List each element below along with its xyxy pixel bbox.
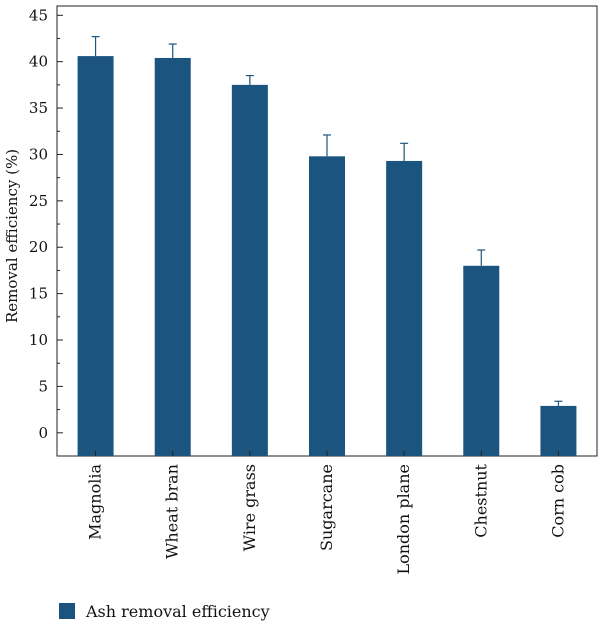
y-tick-label: 30	[29, 145, 48, 163]
y-tick-label: 35	[29, 99, 48, 117]
x-tick-label: London plane	[394, 464, 413, 575]
bar	[77, 56, 114, 457]
bar	[540, 405, 577, 456]
y-tick-label: 40	[29, 53, 48, 71]
y-tick-label: 10	[29, 331, 48, 349]
x-tick-label: Corn cob	[548, 464, 567, 538]
x-tick-label: Magnolia	[86, 464, 105, 540]
y-axis: 0 5 10 15 20 25 30 35 40 45	[29, 6, 63, 457]
y-tick-label: 45	[29, 6, 48, 24]
legend-label: Ash removal efficiency	[85, 602, 270, 621]
x-tick-label: Sugarcane	[317, 464, 336, 551]
bar	[386, 160, 423, 456]
x-tick-label: Chestnut	[471, 463, 490, 537]
y-tick-label: 20	[29, 238, 48, 256]
bar	[154, 57, 191, 456]
bar	[231, 84, 268, 457]
y-tick-label: 25	[29, 192, 48, 210]
y-axis-title: Removal efficiency (%)	[3, 149, 21, 323]
x-tick-label: Wire grass	[240, 464, 259, 551]
x-axis: Magnolia Wheat bran Wire grass Sugarcane Lon…	[86, 451, 567, 575]
x-tick-label: Wheat bran	[163, 464, 182, 559]
y-tick-label: 5	[38, 377, 48, 395]
y-tick-label: 0	[38, 424, 48, 442]
y-tick-label: 15	[29, 285, 48, 303]
legend-swatch	[59, 603, 75, 619]
legend: Ash removal efficiency	[59, 602, 270, 621]
plot-area	[56, 5, 598, 457]
bar	[463, 265, 500, 456]
bar	[309, 156, 345, 457]
